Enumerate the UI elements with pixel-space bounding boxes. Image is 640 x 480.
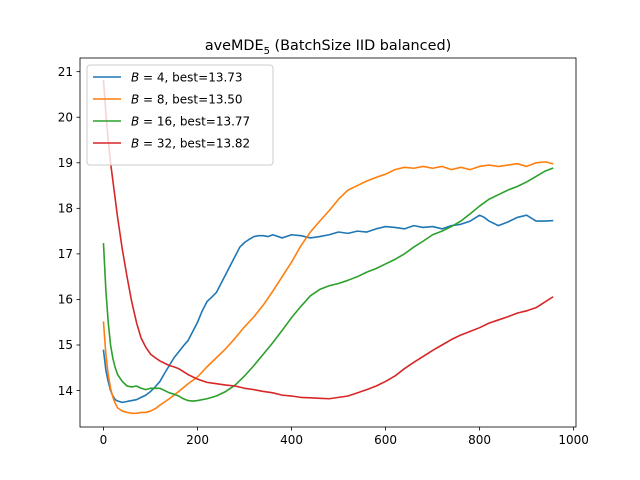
x-tick-label: 1000 — [558, 433, 589, 447]
series-line-3 — [102, 167, 554, 402]
y-tick-label: 17 — [58, 247, 73, 261]
plot-area — [102, 79, 554, 415]
chart-title: aveMDE5 (BatchSize IID balanced) — [205, 38, 451, 57]
y-tick-label: 19 — [58, 156, 73, 170]
x-tick-label: 200 — [186, 433, 209, 447]
series-line-4 — [102, 79, 554, 400]
x-tick-label: 400 — [280, 433, 303, 447]
axes: 0 200 400 600 800 1000 14 15 16 17 18 19 20 21 — [58, 57, 589, 447]
legend: B = 4, best=13.73 B = 8, best=13.50 B = 16… — [86, 64, 274, 166]
series-line-2 — [102, 161, 554, 415]
axes-frame — [79, 57, 577, 428]
y-tick-label: 15 — [58, 338, 73, 352]
y-tick-label: 21 — [58, 65, 73, 79]
legend-label: B = 4, best=13.73 — [131, 70, 243, 84]
legend-label: B = 32, best=13.82 — [131, 136, 250, 150]
series-line-1 — [102, 214, 554, 404]
x-tick-label: 0 — [100, 433, 108, 447]
y-tick-label: 14 — [58, 384, 73, 398]
legend-label: B = 8, best=13.50 — [131, 92, 243, 106]
legend-label: B = 16, best=13.77 — [131, 114, 250, 128]
y-tick-label: 18 — [58, 202, 73, 216]
x-tick-label: 600 — [374, 433, 397, 447]
x-tick-label: 800 — [468, 433, 491, 447]
legend-box — [86, 64, 274, 166]
y-tick-label: 20 — [58, 110, 73, 124]
y-tick-label: 16 — [58, 293, 73, 307]
